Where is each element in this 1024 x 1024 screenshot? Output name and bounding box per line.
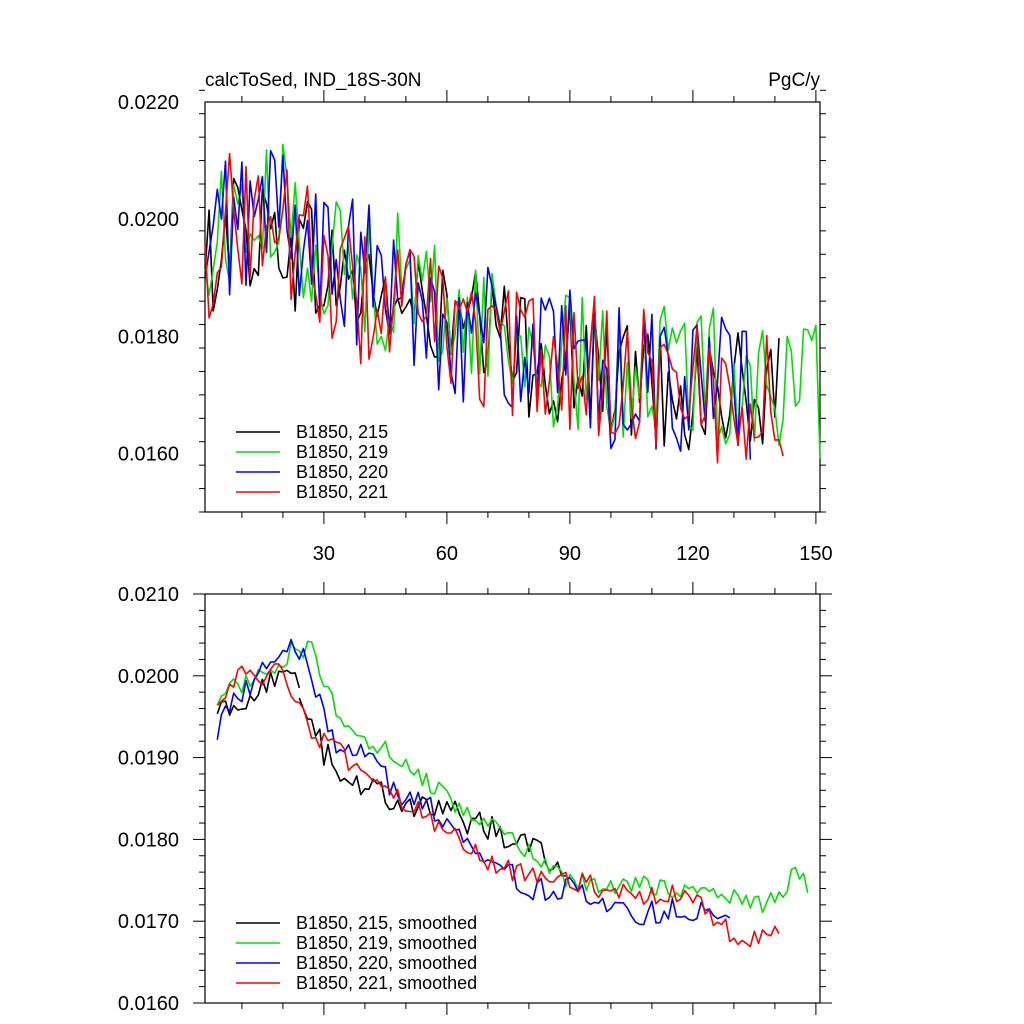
y-tick-label: 0.0200 bbox=[118, 209, 179, 231]
legend-label: B1850, 221 bbox=[296, 482, 388, 502]
chart-title: calcToSed, IND_18S-30N bbox=[205, 70, 422, 91]
y-tick-label: 0.0160 bbox=[118, 993, 179, 1015]
series-line-b1850-219 bbox=[204, 143, 821, 459]
x-tick-label: 90 bbox=[559, 543, 581, 565]
series-line-b1850-215-smoothed bbox=[298, 697, 566, 877]
top-panel: 0.0160 0.0180 0.0200 0.0220 30 60 90 120 150 B185… bbox=[118, 89, 833, 565]
legend-label: B1850, 219 bbox=[296, 442, 388, 462]
series-line-b1850-219-smoothed bbox=[216, 640, 809, 914]
y-tick-label: 0.0170 bbox=[118, 911, 179, 933]
bottom-panel: 0.0160 0.0170 0.0180 0.0190 0.0200 0.0210 B185… bbox=[118, 582, 832, 1015]
series-line-b1850-215-smoothed bbox=[216, 669, 301, 716]
plot-frame bbox=[204, 101, 821, 513]
y-tick-label: 0.0220 bbox=[118, 92, 179, 114]
legend-label: B1850, 221, smoothed bbox=[296, 973, 477, 993]
legend-label: B1850, 220 bbox=[296, 462, 388, 482]
y-tick-label: 0.0160 bbox=[118, 443, 179, 465]
y-tick-label: 0.0180 bbox=[118, 326, 179, 348]
y-tick-label: 0.0180 bbox=[118, 829, 179, 851]
x-tick-label: 30 bbox=[313, 543, 335, 565]
units-label: PgC/y bbox=[768, 70, 820, 91]
y-tick-label: 0.0190 bbox=[118, 748, 179, 770]
y-tick-label: 0.0200 bbox=[118, 666, 179, 688]
plot-frame bbox=[204, 593, 821, 1004]
legend-label: B1850, 215 bbox=[296, 422, 388, 442]
legend-label: B1850, 220, smoothed bbox=[296, 953, 477, 973]
series-line-b1850-221-smoothed bbox=[216, 663, 780, 948]
series-line-b1850-221 bbox=[204, 152, 784, 464]
x-tick-label: 120 bbox=[676, 543, 709, 565]
x-tick-label: 150 bbox=[799, 543, 832, 565]
x-tick-label: 60 bbox=[436, 543, 458, 565]
legend-label: B1850, 215, smoothed bbox=[296, 913, 477, 933]
y-tick-label: 0.0210 bbox=[118, 584, 179, 606]
legend-label: B1850, 219, smoothed bbox=[296, 933, 477, 953]
